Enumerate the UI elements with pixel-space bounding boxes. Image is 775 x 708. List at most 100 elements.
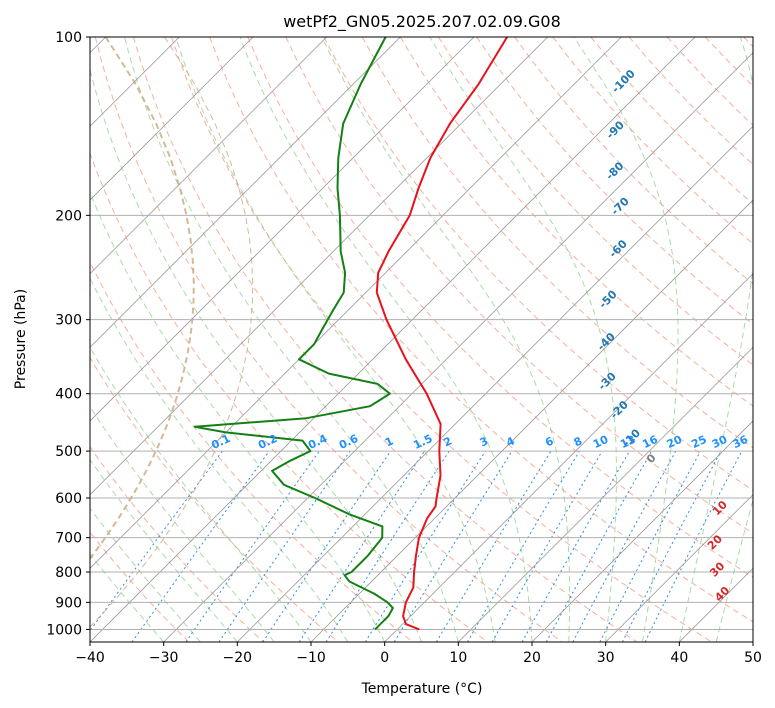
mixing-ratio-line <box>262 450 392 642</box>
wet-bulb-label: 0 <box>644 451 659 466</box>
moist-adiabat-line <box>90 405 275 642</box>
mixing-ratio-line <box>298 450 425 642</box>
isotherm-line <box>679 567 753 642</box>
isotherm-line <box>90 37 475 422</box>
mixing-ratio-label: 2 <box>442 434 454 449</box>
moist-adiabat-line <box>239 37 533 642</box>
x-tick-label: −40 <box>75 650 105 666</box>
mixing-ratio-line <box>644 450 743 642</box>
isotherm-line <box>605 494 753 642</box>
wet-bulb-label: -40 <box>595 330 618 353</box>
mixing-ratio-line <box>185 450 320 642</box>
isotherm-line <box>458 346 753 642</box>
isotherm-line <box>752 641 753 642</box>
x-tick-label: 30 <box>597 650 615 666</box>
mixing-ratio-label: 30 <box>710 433 730 451</box>
dry-adiabat-line <box>476 37 753 325</box>
profile-series <box>193 37 508 631</box>
mixing-ratio-line <box>364 450 486 642</box>
mixing-ratio-line <box>467 450 580 642</box>
theta-label: 40 <box>712 584 732 604</box>
mixing-ratio-label: 0.4 <box>306 432 329 452</box>
isotherm-line <box>163 52 753 642</box>
y-axis-label: Pressure (hPa) <box>13 289 29 389</box>
x-tick-label: 0 <box>380 650 389 666</box>
dry-adiabat-line <box>514 37 753 285</box>
wet-bulb-label: -80 <box>603 159 626 182</box>
x-tick-label: 40 <box>670 650 688 666</box>
background-lines <box>90 37 753 642</box>
dry-adiabat-line <box>90 356 339 642</box>
isotherm-line <box>237 125 753 642</box>
moist-adiabat-line <box>573 37 679 642</box>
mixing-ratio-line <box>521 450 630 642</box>
x-axis-label: Temperature (°C) <box>361 681 483 697</box>
isotherm-line <box>384 273 753 642</box>
moist-adiabat-line <box>90 553 165 642</box>
dry-adiabat-line <box>552 37 753 245</box>
theta-label: 20 <box>705 532 725 552</box>
mixing-ratio-label: 1.5 <box>411 432 434 452</box>
moist-adiabat-line <box>90 507 201 642</box>
mixing-ratio-line <box>393 450 513 642</box>
moist-adiabat-line <box>124 37 459 642</box>
x-tick-label: 50 <box>744 650 762 666</box>
dry-adiabat-line <box>704 37 753 87</box>
dry-adiabat-line <box>132 37 638 642</box>
dry-adiabat-line <box>209 37 753 623</box>
x-axis: −40 −30 −20 −10 0 10 20 30 40 50 <box>75 642 762 666</box>
y-tick-label: 300 <box>55 313 82 329</box>
moist-adiabat-line <box>90 67 422 642</box>
mixing-ratio-line <box>90 450 223 632</box>
y-tick-label: 900 <box>55 595 82 611</box>
isohume-line <box>90 37 254 628</box>
wet-bulb-label: -70 <box>609 194 632 217</box>
x-tick-label: 10 <box>449 650 467 666</box>
grid-lines <box>90 36 753 630</box>
temperature-line <box>375 37 508 631</box>
moist-adiabat-line <box>678 37 753 642</box>
dry-adiabat-line <box>90 152 488 642</box>
wet-bulb-label: -30 <box>596 370 619 393</box>
moist-adiabat-line <box>90 458 238 642</box>
isotherm-line <box>531 420 753 642</box>
plot-frame <box>89 36 754 643</box>
isotherm-line <box>90 37 548 496</box>
y-tick-label: 200 <box>55 208 82 224</box>
isohume-line <box>90 37 195 561</box>
dry-adiabat-line <box>437 37 753 366</box>
moist-adiabat-line <box>90 190 386 642</box>
moist-adiabat-line <box>321 37 571 642</box>
isotherm-line <box>90 37 327 275</box>
y-tick-label: 400 <box>55 387 82 403</box>
mixing-ratio-line <box>621 450 722 642</box>
x-tick-label: −20 <box>223 650 253 666</box>
theta-label: 10 <box>710 498 730 518</box>
dry-adiabat-line <box>90 446 264 642</box>
mixing-ratio-line <box>572 450 677 642</box>
moist-adiabat-line <box>715 498 753 642</box>
mixing-ratio-label: 8 <box>572 434 584 449</box>
dry-adiabat-line <box>90 260 414 642</box>
mixing-ratio-label: 20 <box>665 433 685 451</box>
y-tick-label: 100 <box>55 30 82 46</box>
dry-adiabat-line <box>171 37 712 642</box>
isopleth-labels: -100-90-80-70-60-50-40-30-20-10010203040… <box>209 67 750 604</box>
mixing-ratio-line <box>491 450 603 642</box>
mixing-ratio-label: 13 <box>618 433 637 451</box>
mixing-ratio-label: 0.1 <box>209 432 232 452</box>
dry-adiabat-line <box>247 37 753 578</box>
y-tick-label: 500 <box>55 444 82 460</box>
dry-adiabat-line <box>323 37 753 491</box>
mixing-ratio-line <box>599 450 701 642</box>
moist-adiabat-line <box>429 37 617 642</box>
isotherm-line <box>90 37 401 348</box>
dewpoint-line <box>193 37 394 631</box>
dry-adiabat-line <box>94 37 563 642</box>
x-tick-label: −30 <box>149 650 179 666</box>
y-tick-label: 700 <box>55 531 82 547</box>
mixing-ratio-line <box>325 450 450 642</box>
y-tick-label: 600 <box>55 491 82 507</box>
isotherm-line <box>90 37 254 201</box>
